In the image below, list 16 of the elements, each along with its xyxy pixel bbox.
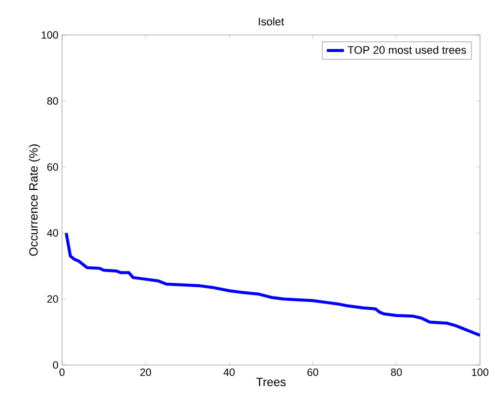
y-tick-label: 100 (42, 31, 58, 39)
x-tick-label: 60 (307, 368, 318, 376)
y-tick-label: 0 (53, 361, 58, 369)
x-axis-title: Trees (256, 378, 286, 386)
y-axis-title: Occurrence Rate (%) (28, 144, 40, 256)
y-tick-label: 60 (47, 163, 58, 171)
chart-title: Isolet (258, 17, 284, 26)
legend-label: TOP 20 most used trees (348, 46, 466, 54)
x-tick-label: 100 (472, 368, 488, 376)
x-tick-label: 80 (391, 368, 402, 376)
x-tick-label: 20 (140, 368, 152, 376)
y-tick-label: 20 (47, 295, 58, 303)
y-tick-label: 40 (47, 229, 58, 237)
y-tick-label: 80 (47, 97, 58, 105)
x-tick-label: 0 (59, 368, 65, 376)
x-tick-label: 40 (224, 368, 235, 376)
